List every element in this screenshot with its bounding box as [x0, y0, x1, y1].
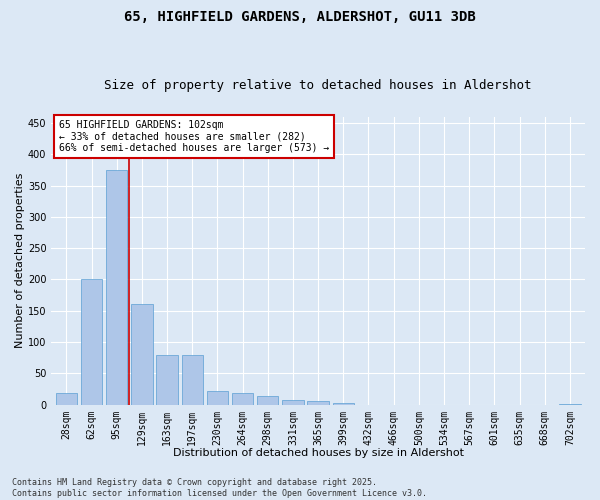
Bar	[106, 170, 127, 404]
Bar	[307, 402, 329, 404]
Bar	[232, 394, 253, 404]
Text: 65, HIGHFIELD GARDENS, ALDERSHOT, GU11 3DB: 65, HIGHFIELD GARDENS, ALDERSHOT, GU11 3…	[124, 10, 476, 24]
Title: Size of property relative to detached houses in Aldershot: Size of property relative to detached ho…	[104, 79, 532, 92]
Text: Contains HM Land Registry data © Crown copyright and database right 2025.
Contai: Contains HM Land Registry data © Crown c…	[12, 478, 427, 498]
Text: 65 HIGHFIELD GARDENS: 102sqm
← 33% of detached houses are smaller (282)
66% of s: 65 HIGHFIELD GARDENS: 102sqm ← 33% of de…	[59, 120, 329, 153]
X-axis label: Distribution of detached houses by size in Aldershot: Distribution of detached houses by size …	[173, 448, 464, 458]
Bar	[182, 354, 203, 405]
Y-axis label: Number of detached properties: Number of detached properties	[15, 173, 25, 348]
Bar	[81, 280, 102, 404]
Bar	[157, 354, 178, 405]
Bar	[207, 391, 228, 404]
Bar	[56, 394, 77, 404]
Bar	[282, 400, 304, 404]
Bar	[131, 304, 152, 404]
Bar	[257, 396, 278, 404]
